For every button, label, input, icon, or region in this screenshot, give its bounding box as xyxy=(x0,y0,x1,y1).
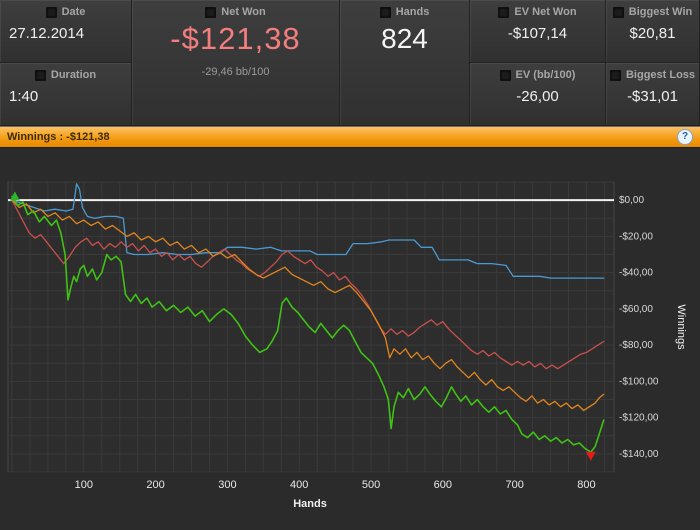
ev-net-won-panel-icon xyxy=(498,6,510,18)
biggest-win-label: Biggest Win xyxy=(628,6,693,18)
biggest-win-panel: Biggest Win $20,81 xyxy=(606,0,700,63)
help-icon[interactable]: ? xyxy=(677,129,693,145)
grid-lines xyxy=(8,181,614,473)
duration-panel: Duration 1:40 xyxy=(0,63,132,126)
x-tick-label: 700 xyxy=(505,479,523,491)
duration-label: Duration xyxy=(50,69,97,81)
hands-panel-icon xyxy=(379,6,391,18)
ev-bb100-panel: EV (bb/100) -26,00 xyxy=(470,63,606,126)
ev-column: EV Net Won -$107,14 EV (bb/100) -26,00 xyxy=(470,0,606,126)
duration-label-row: Duration xyxy=(34,69,97,81)
y-tick-label: -$20,00 xyxy=(619,231,653,242)
min-marker-icon xyxy=(585,451,596,461)
date-value: 27.12.2014 xyxy=(9,25,85,42)
winnings-section-title: Winnings : -$121,38 xyxy=(7,131,110,143)
net-won-label-row: Net Won xyxy=(205,6,266,18)
biggest-loss-label: Biggest Loss xyxy=(625,69,696,81)
ev-net-won-value: -$107,14 xyxy=(507,25,568,42)
ev-bb100-label: EV (bb/100) xyxy=(515,69,576,81)
net-won-column: Net Won -$121,38 -29,46 bb/100 xyxy=(132,0,340,126)
net-won-panel: Net Won -$121,38 -29,46 bb/100 xyxy=(132,0,340,126)
net-won-panel-icon xyxy=(205,6,217,18)
hands-column: Hands 824 xyxy=(340,0,470,126)
y-tick-label: $0,00 xyxy=(619,195,644,206)
winnings-chart: $0,00 -$20,00 -$40,00 -$60,00 -$80,00 -$100,0… xyxy=(0,148,700,529)
date-panel: Date 27.12.2014 xyxy=(0,0,132,63)
series-green-line xyxy=(11,195,605,453)
biggest-loss-label-row: Biggest Loss xyxy=(609,69,696,81)
x-tick-label: 200 xyxy=(146,479,164,491)
hands-label-row: Hands xyxy=(379,6,430,18)
date-label-row: Date xyxy=(45,6,86,18)
date-duration-column: Date 27.12.2014 Duration 1:40 xyxy=(0,0,132,126)
y-tick-label: -$80,00 xyxy=(619,340,653,351)
biggest-win-label-row: Biggest Win xyxy=(612,6,693,18)
y-tick-label: -$60,00 xyxy=(619,304,653,315)
winnings-chart-svg: $0,00 -$20,00 -$40,00 -$60,00 -$80,00 -$100,0… xyxy=(7,181,687,510)
max-marker-icon xyxy=(9,191,20,201)
series-orange-line xyxy=(11,199,605,412)
x-tick-label: 100 xyxy=(75,479,93,491)
ev-bb100-panel-icon xyxy=(499,69,511,81)
ev-net-won-label: EV Net Won xyxy=(514,6,577,18)
biggest-win-panel-icon xyxy=(612,6,624,18)
duration-value: 1:40 xyxy=(9,88,39,105)
biggest-column: Biggest Win $20,81 Biggest Loss -$31,01 xyxy=(606,0,700,126)
duration-panel-icon xyxy=(34,69,46,81)
x-tick-label: 600 xyxy=(434,479,452,491)
hands-panel: Hands 824 xyxy=(340,0,470,126)
net-won-bb100: -29,46 bb/100 xyxy=(201,66,270,78)
x-axis-labels: 100 200 300 400 500 600 700 800 xyxy=(75,479,596,491)
x-tick-label: 400 xyxy=(290,479,308,491)
y-tick-label: -$120,00 xyxy=(619,413,659,424)
date-label: Date xyxy=(61,6,86,18)
biggest-loss-panel-icon xyxy=(609,69,621,81)
x-tick-label: 300 xyxy=(218,479,236,491)
x-tick-label: 800 xyxy=(577,479,595,491)
net-won-label: Net Won xyxy=(221,6,266,18)
x-axis-title: Hands xyxy=(293,498,327,510)
ev-net-won-label-row: EV Net Won xyxy=(498,6,577,18)
y-axis-title: Winnings xyxy=(675,304,687,350)
hands-value: 824 xyxy=(381,23,428,54)
series-lines xyxy=(11,183,605,453)
ev-bb100-value: -26,00 xyxy=(516,88,559,105)
biggest-win-value: $20,81 xyxy=(629,25,676,42)
ev-net-won-panel: EV Net Won -$107,14 xyxy=(470,0,606,63)
series-blue-line xyxy=(11,183,605,279)
x-tick-label: 500 xyxy=(362,479,380,491)
y-tick-label: -$100,00 xyxy=(619,376,659,387)
session-stats-header: Date 27.12.2014 Duration 1:40 Net Won -$… xyxy=(0,0,700,126)
y-axis-labels: $0,00 -$20,00 -$40,00 -$60,00 -$80,00 -$100,0… xyxy=(619,195,659,460)
biggest-loss-value: -$31,01 xyxy=(627,88,678,105)
net-won-value: -$121,38 xyxy=(170,21,301,56)
biggest-loss-panel: Biggest Loss -$31,01 xyxy=(606,63,700,126)
hands-label: Hands xyxy=(395,6,430,18)
series-red-line xyxy=(11,199,605,370)
ev-bb100-label-row: EV (bb/100) xyxy=(499,69,576,81)
y-tick-label: -$40,00 xyxy=(619,268,653,279)
y-tick-label: -$140,00 xyxy=(619,449,659,460)
date-panel-icon xyxy=(45,6,57,18)
winnings-section-bar[interactable]: Winnings : -$121,38 ? xyxy=(0,126,700,148)
